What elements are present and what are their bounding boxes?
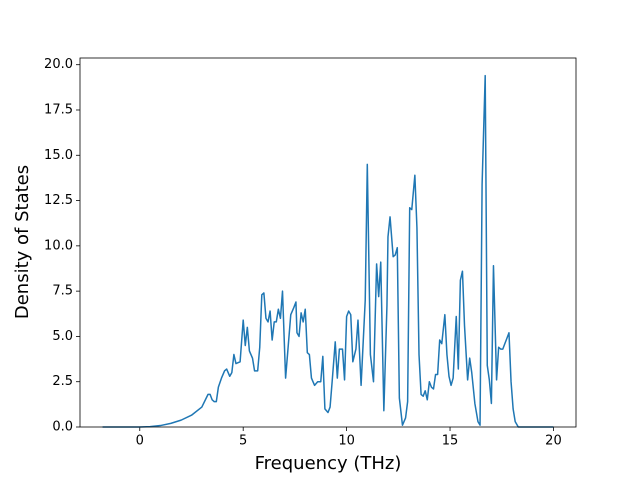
- plot-frame: [79, 57, 577, 428]
- x-tick-label: 20: [545, 434, 562, 449]
- y-tick-label: 0.0: [52, 420, 73, 435]
- dos-line: [102, 74, 554, 428]
- y-tick-label: 10.0: [44, 238, 73, 253]
- y-axis-label: Density of States: [12, 165, 33, 319]
- y-tick-label: 2.5: [52, 374, 73, 389]
- y-tick-label: 15.0: [44, 148, 73, 163]
- y-tick-label: 12.5: [44, 193, 73, 208]
- y-tick-label: 17.5: [44, 102, 73, 117]
- x-tick-label: 0: [136, 434, 144, 449]
- x-tick-label: 15: [442, 434, 459, 449]
- x-tick-label: 5: [239, 434, 247, 449]
- x-tick-label: 10: [338, 434, 355, 449]
- x-axis-label: Frequency (THz): [255, 453, 402, 474]
- y-tick-label: 5.0: [52, 329, 73, 344]
- y-tick-label: 7.5: [52, 284, 73, 299]
- y-tick-label: 20.0: [44, 57, 73, 72]
